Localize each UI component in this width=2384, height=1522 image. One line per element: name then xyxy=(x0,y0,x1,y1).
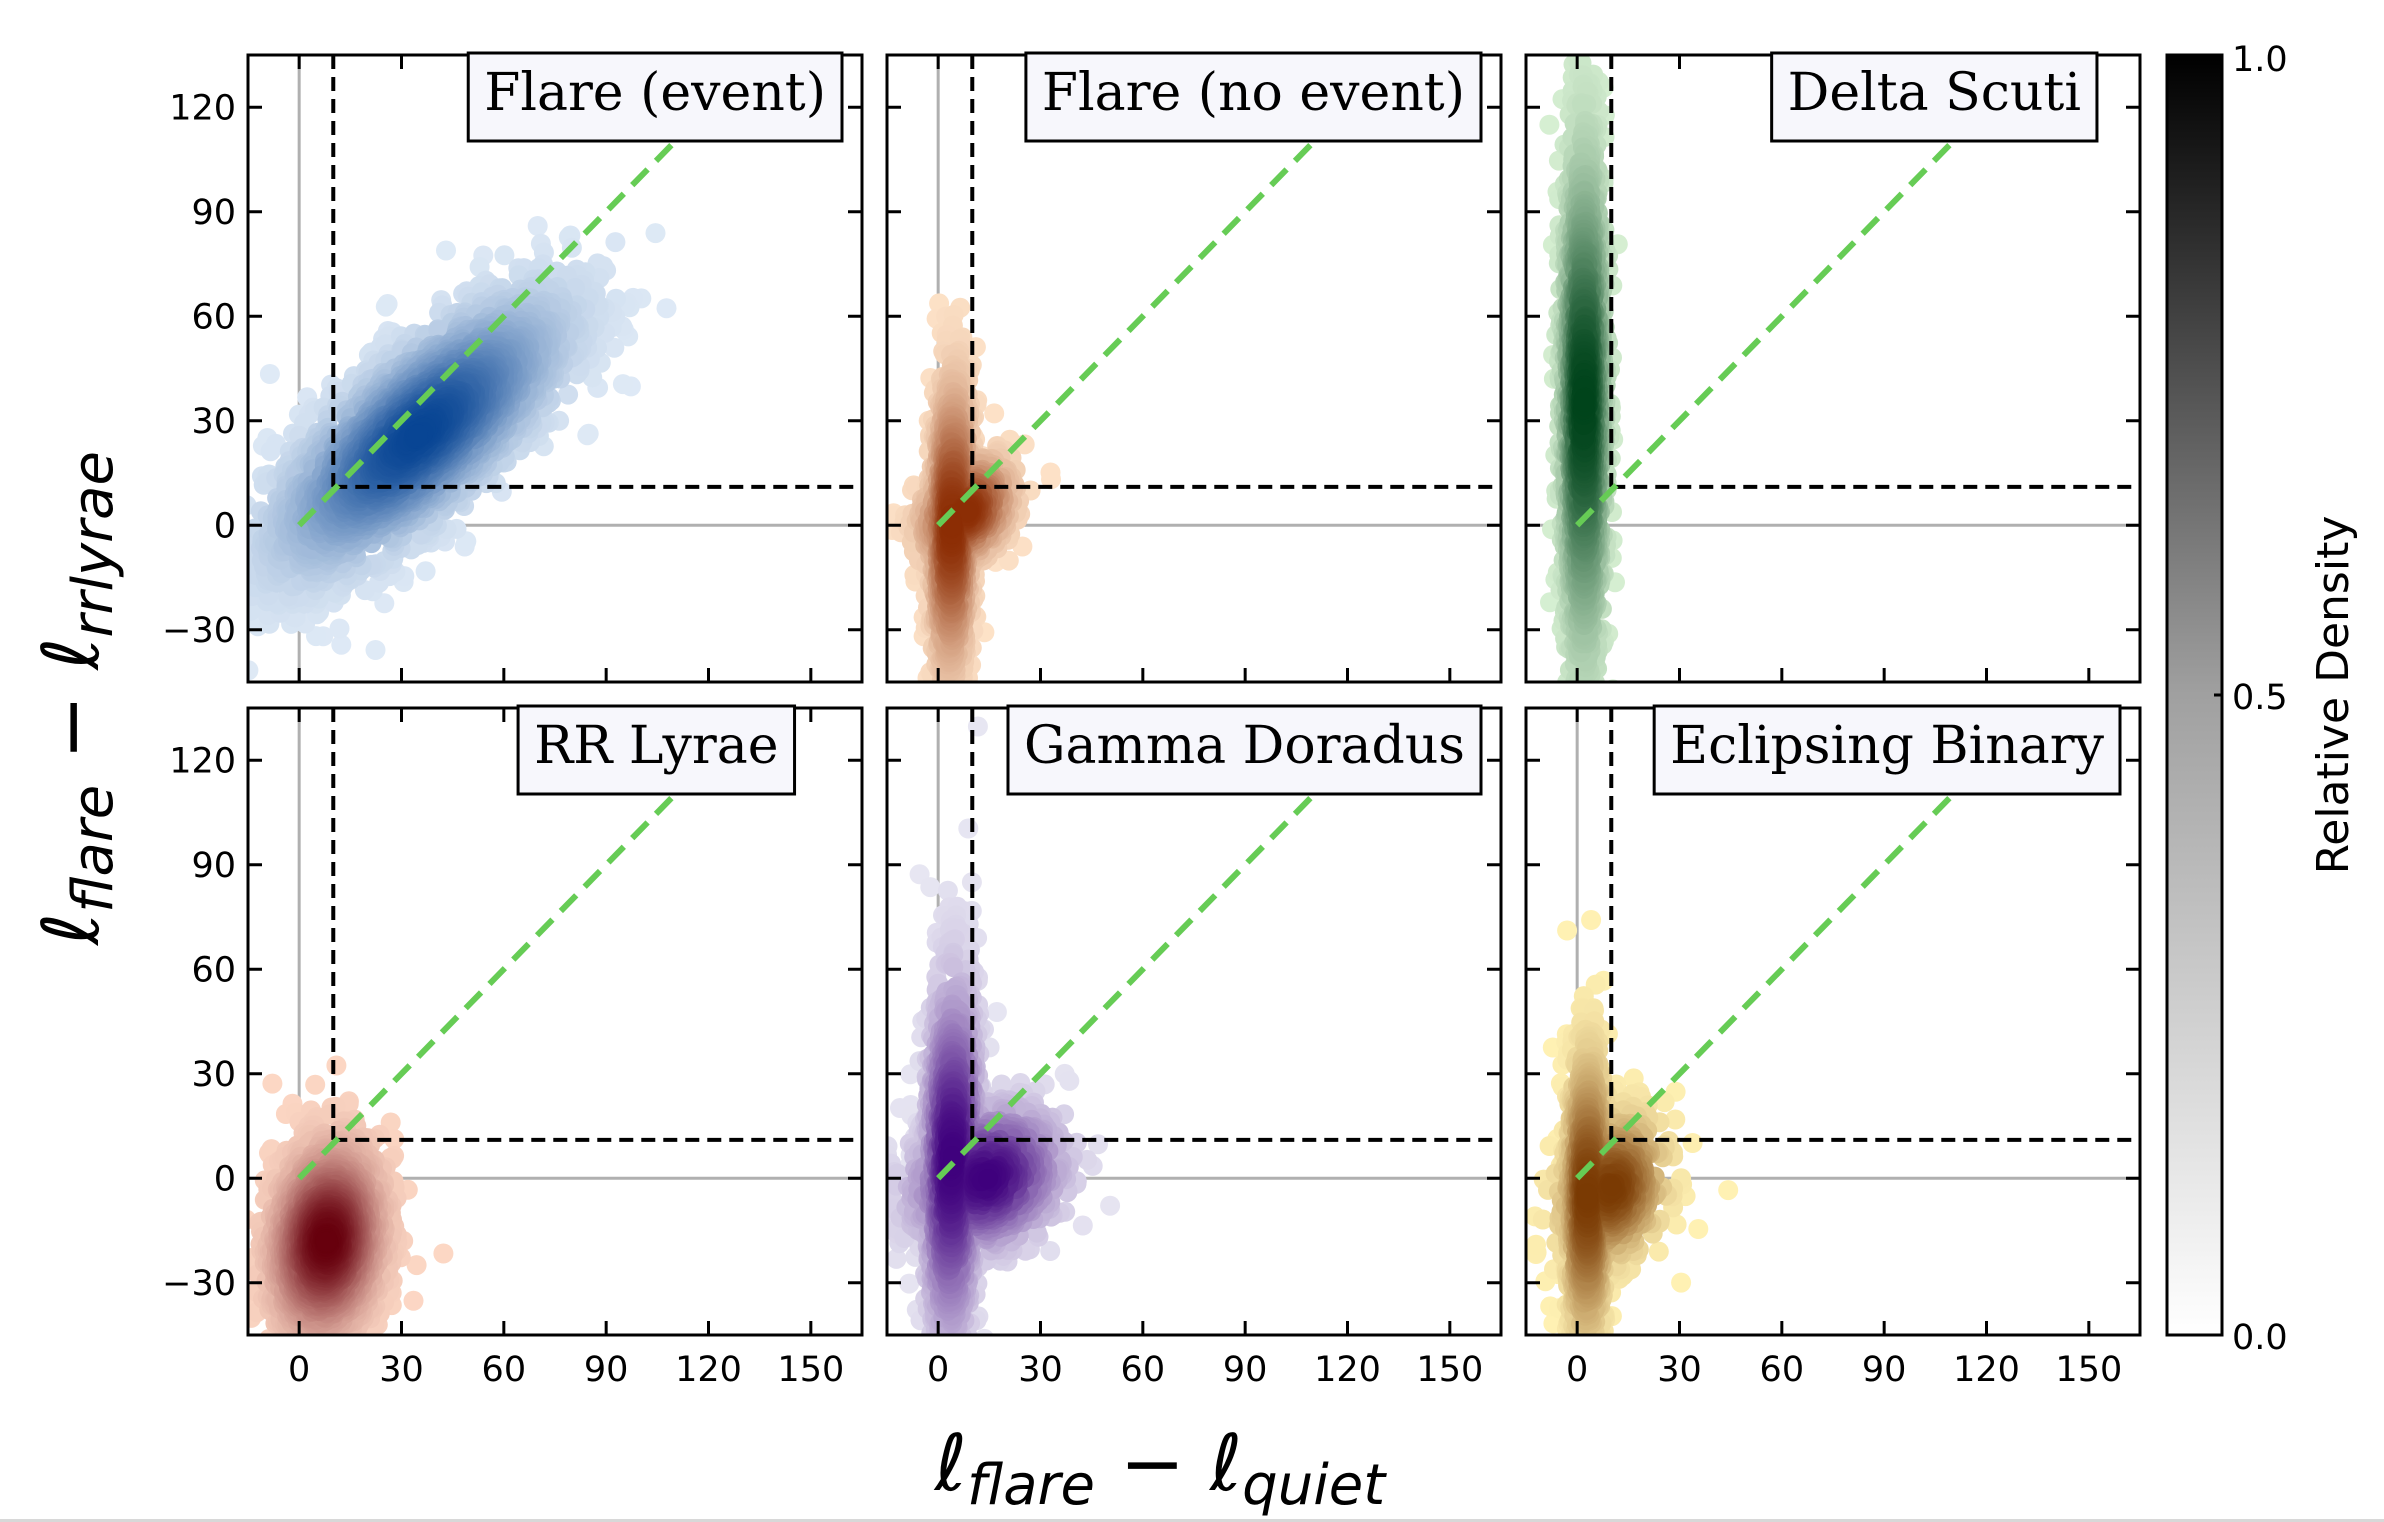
scatter-point xyxy=(947,684,967,704)
panels: −30 0 30 60 90 120 Flare (event) Flare (no even… xyxy=(126,51,2142,1390)
y-tick-label: −30 xyxy=(162,611,236,651)
scatter-point xyxy=(248,568,250,578)
scatter-point xyxy=(494,245,515,266)
scatter-point xyxy=(943,680,953,682)
scatter-point xyxy=(259,364,280,384)
scatter-point xyxy=(126,614,146,634)
scatter-point xyxy=(183,523,203,543)
scatter-point xyxy=(220,570,240,590)
scatter-point xyxy=(196,653,216,673)
scatter-point xyxy=(260,441,281,462)
scatter-point xyxy=(147,553,167,573)
scatter-point xyxy=(408,424,428,445)
scatter-point xyxy=(188,537,208,557)
scatter-point xyxy=(215,486,235,506)
scatter-point xyxy=(331,634,352,655)
scatter-point xyxy=(656,298,677,319)
scatter-point xyxy=(645,223,666,244)
panel-plot-area xyxy=(126,55,862,687)
panel-title: Flare (event) xyxy=(484,63,826,123)
scatter-point xyxy=(950,688,970,708)
scatter-point xyxy=(558,384,579,405)
y-tick-label: 30 xyxy=(191,402,236,442)
scatter-point xyxy=(211,590,231,610)
scatter-point xyxy=(216,557,236,577)
scatter-point xyxy=(184,563,204,583)
scatter-point xyxy=(949,685,969,705)
scatter-points xyxy=(887,293,1061,708)
scatter-point xyxy=(191,565,211,585)
scatter-point xyxy=(945,682,965,702)
scatter-point xyxy=(527,216,548,236)
scatter-point xyxy=(604,337,625,358)
scatter-point xyxy=(577,425,598,446)
scatter-point xyxy=(227,480,247,500)
panel-title-frame xyxy=(466,51,844,143)
y-tick-label: 120 xyxy=(169,88,236,128)
scatter-point xyxy=(949,687,969,707)
scatter-point xyxy=(248,566,250,576)
scatter-points xyxy=(126,216,677,687)
scatter-point xyxy=(612,374,633,395)
scatter-point xyxy=(190,566,210,586)
scatter-point xyxy=(950,685,970,705)
scatter-point xyxy=(223,557,243,577)
scatter-point xyxy=(436,240,456,261)
scatter-point xyxy=(329,618,350,639)
scatter-point xyxy=(917,684,937,704)
scatter-point xyxy=(415,561,436,582)
y-tick-label: 0 xyxy=(214,506,236,546)
panel-plot-area xyxy=(887,55,1501,708)
panel: Flare (no event) xyxy=(885,51,1503,708)
scatter-point xyxy=(954,681,962,682)
y-tick-label: 90 xyxy=(191,193,236,233)
panel: −30 0 30 60 90 120 Flare (event) xyxy=(126,51,864,687)
scatter-point xyxy=(375,296,396,317)
scatter-point xyxy=(227,559,247,579)
scatter-point xyxy=(248,660,259,681)
panel-background xyxy=(887,55,1501,682)
scatter-point xyxy=(365,640,386,660)
scatter-point xyxy=(1040,462,1061,483)
scatter-point xyxy=(225,468,245,488)
scatter-point xyxy=(605,232,626,253)
scatter-point xyxy=(155,504,175,524)
scatter-point xyxy=(160,667,180,687)
panel-title-box: Flare (event) xyxy=(466,51,844,143)
y-tick-label: 60 xyxy=(191,297,236,337)
scatter-point xyxy=(984,403,1005,424)
scatter-point xyxy=(938,685,958,705)
scatter-point xyxy=(195,527,215,547)
scatter-point xyxy=(933,688,953,708)
